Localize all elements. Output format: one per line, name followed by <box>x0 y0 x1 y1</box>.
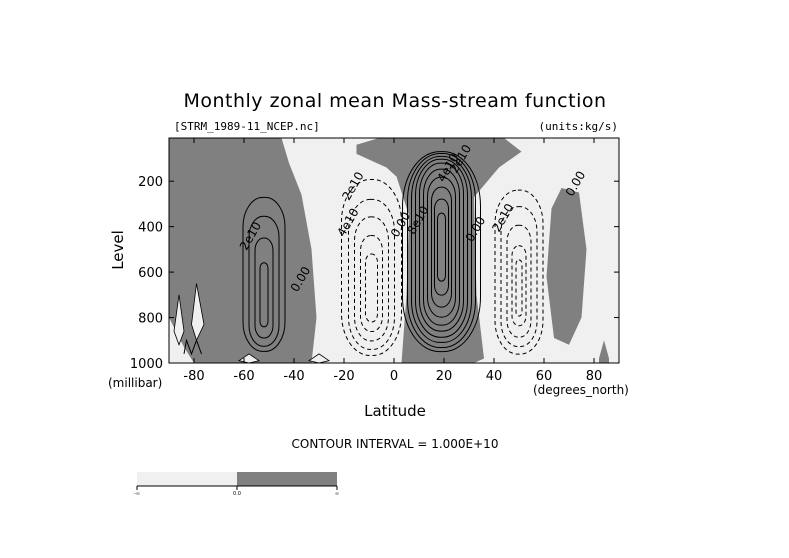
y-axis-label: Level <box>109 230 127 270</box>
y-axis-unit: (millibar) <box>108 376 162 390</box>
contour-line <box>402 151 481 353</box>
contour-line <box>500 206 538 348</box>
contour-line <box>354 216 389 342</box>
y-tick-label: 600 <box>138 266 163 281</box>
positive-shading-region <box>599 340 609 363</box>
y-tick-label: 200 <box>138 175 163 190</box>
x-tick-label: -80 <box>183 369 204 384</box>
contour-line <box>494 189 544 355</box>
contour-line <box>242 196 286 352</box>
y-tick-label: 400 <box>138 221 163 236</box>
x-tick-label: 80 <box>586 369 603 384</box>
x-axis-label: Latitude <box>364 402 426 420</box>
contour-line <box>419 162 464 332</box>
x-tick-label: 20 <box>436 369 453 384</box>
chart-subtitle-units: (units:kg/s) <box>539 120 618 133</box>
contour-line <box>506 224 532 338</box>
contour-lines <box>183 151 544 356</box>
contour-line <box>348 198 395 350</box>
negative-pocket <box>308 353 330 364</box>
colorbar: -∞ 0.0 ∞ <box>134 472 339 497</box>
contour-line <box>341 179 402 356</box>
x-axis-unit: (degrees_north) <box>533 383 629 397</box>
contour-interval-note: CONTOUR INTERVAL = 1.000E+10 <box>292 437 499 451</box>
colorbar-positive-swatch <box>237 472 337 486</box>
positive-shading-region <box>546 188 587 345</box>
contour-line <box>411 155 472 343</box>
colorbar-label-max: ∞ <box>335 491 339 497</box>
contour-line <box>407 153 476 348</box>
colorbar-negative-swatch <box>137 472 237 486</box>
negative-pocket <box>191 283 205 342</box>
contour-line <box>423 168 460 326</box>
contour-line <box>259 262 269 328</box>
axis-ticks: -80 -60 -40 -20 0 20 40 60 80 200 400 600 800 1000 <box>130 138 619 384</box>
contour-line <box>515 259 523 317</box>
contour-line <box>437 212 446 282</box>
x-tick-label: -60 <box>233 369 254 384</box>
contour-line <box>254 237 274 339</box>
contour-line <box>365 253 378 323</box>
contour-line <box>427 176 456 318</box>
contour-line <box>431 186 452 308</box>
contour-line <box>511 245 527 327</box>
negative-pocket <box>173 294 185 346</box>
contour-line <box>248 215 280 347</box>
chart-title: Monthly zonal mean Mass-stream function <box>183 90 606 112</box>
contour-line <box>434 198 449 296</box>
contour-line <box>415 158 468 338</box>
x-tick-label: 40 <box>486 369 503 384</box>
chart-subtitle-file: [STRM_1989-11_NCEP.nc] <box>174 120 320 133</box>
x-tick-label: -40 <box>283 369 304 384</box>
y-tick-label: 1000 <box>130 357 163 372</box>
y-tick-label: 800 <box>138 312 163 327</box>
colorbar-label-min: -∞ <box>134 491 140 497</box>
colorbar-label-zero: 0.0 <box>233 491 241 497</box>
contour-line <box>183 338 202 356</box>
positive-shading-region <box>356 138 522 363</box>
x-tick-label: 60 <box>536 369 553 384</box>
x-tick-label: -20 <box>333 369 354 384</box>
contour-line <box>360 235 383 332</box>
x-tick-label: 0 <box>390 369 398 384</box>
